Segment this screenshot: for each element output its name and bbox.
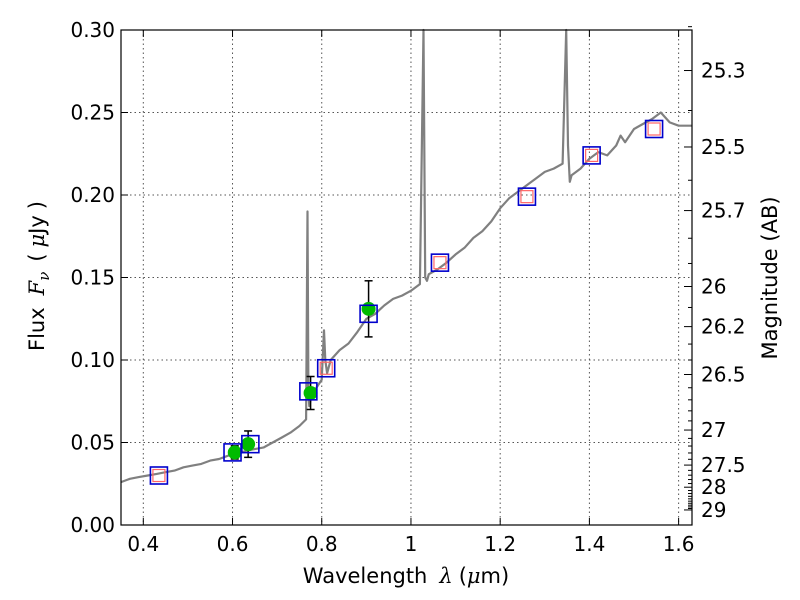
points-layer: [149, 119, 664, 485]
observed-point: [361, 301, 376, 316]
y-tick-label: 0.30: [70, 18, 115, 42]
tick-marks: [121, 26, 692, 526]
x-tick-label: 0.4: [127, 532, 159, 556]
mag-tick-label: 26: [701, 274, 726, 298]
y-tick-label: 0.05: [70, 431, 115, 455]
nondetection-marker: [152, 468, 166, 483]
mag-tick-label: 28: [701, 475, 726, 499]
model-band-marker: [359, 304, 378, 324]
x-tick-label: 0.8: [306, 532, 338, 556]
y-tick-label: 0.10: [70, 348, 115, 372]
x-tick-label: 0.6: [217, 532, 249, 556]
nondetection-marker: [520, 190, 534, 204]
mag-tick-label: 27: [701, 418, 726, 442]
observed-point: [241, 437, 256, 452]
nondetection-marker: [319, 361, 333, 375]
nondetection-marker: [585, 148, 599, 162]
model-band-marker: [316, 358, 336, 378]
nondetection-marker: [647, 122, 661, 136]
x-tick-label: 1: [405, 532, 418, 556]
y-tick-label: 0.15: [70, 266, 115, 290]
x-tick-label: 1.6: [663, 532, 695, 556]
nondetection-marker: [433, 256, 447, 270]
model-band-marker: [223, 443, 242, 462]
y2-axis-label: Magnitude (AB): [758, 196, 782, 359]
observed-point: [303, 386, 318, 400]
mag-tick-label: 25.7: [701, 199, 746, 223]
y-tick-label: 0.00: [70, 513, 115, 537]
model-band-marker: [241, 434, 260, 454]
mag-tick-label: 26.2: [701, 315, 746, 339]
tick-labels: 0.4 0.6 0.8 1 1.2 1.4 1.6 0.00 0.05 0.10 0.15 0.20 0…: [70, 18, 745, 556]
y-tick-label: 0.20: [70, 183, 115, 207]
model-band-marker: [517, 187, 537, 206]
y-tick-label: 0.25: [70, 101, 115, 125]
mag-tick-label: 25.3: [701, 59, 746, 83]
model-band-marker: [644, 119, 664, 139]
mag-tick-label: 25.5: [701, 135, 746, 159]
mag-tick-label: 27.5: [701, 453, 746, 477]
x-tick-label: 1.4: [573, 532, 605, 556]
spectrum-layer: [120, 28, 692, 484]
grid-lines: [121, 29, 692, 526]
x-tick-label: 1.2: [484, 532, 516, 556]
spectrum-line: [120, 28, 692, 484]
observed-point: [227, 445, 242, 460]
model-band-marker: [582, 146, 601, 165]
mag-tick-label: 29: [701, 498, 726, 522]
model-band-marker: [430, 253, 450, 272]
model-band-marker: [299, 382, 318, 401]
model-band-marker: [149, 466, 169, 485]
mag-tick-label: 26.5: [701, 363, 746, 387]
x-axis-label: Wavelength λ (μm): [303, 564, 509, 588]
y-axis-label: FluxFν(μJy): [25, 201, 53, 351]
